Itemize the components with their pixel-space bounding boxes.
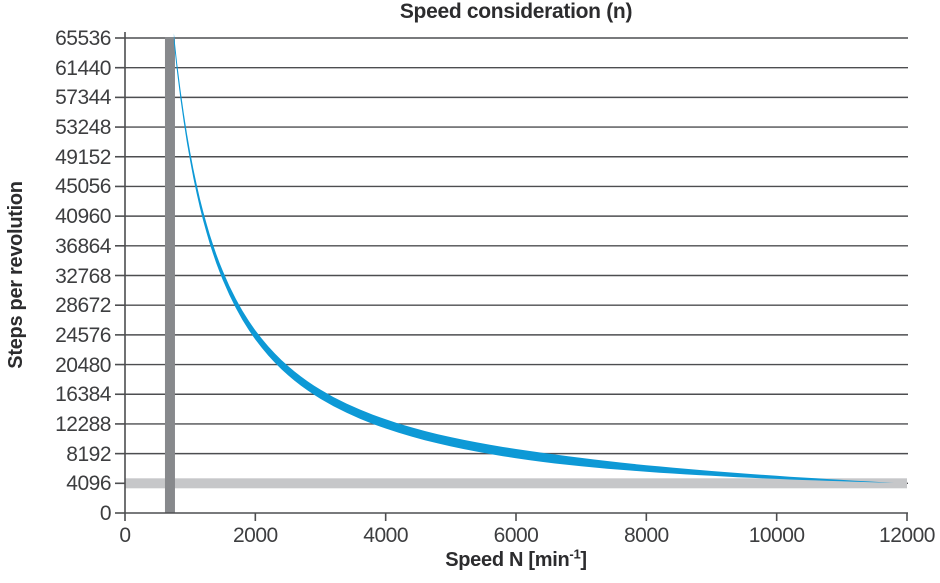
y-tick-label: 24576 [55, 323, 111, 347]
y-tick-label: 65536 [55, 27, 111, 50]
min-resolution-band [125, 478, 907, 489]
x-tick-label: 0 [119, 524, 131, 547]
x-tick-label: 8000 [623, 524, 669, 547]
y-tick-label: 49152 [55, 145, 111, 169]
x-tick-label: 6000 [493, 524, 539, 547]
x-axis-title-text: Speed N [min [445, 549, 570, 571]
y-tick-label: 45056 [55, 175, 111, 199]
x-tick-label: 12000 [879, 524, 935, 547]
y-tick-label: 0 [99, 502, 112, 525]
y-tick-label: 28672 [55, 294, 111, 318]
x-tick-label: 4000 [363, 524, 409, 547]
x-tick-label: 2000 [232, 524, 278, 547]
y-tick-label: 4096 [66, 472, 111, 496]
x-axis-title-bracket: ] [580, 549, 587, 571]
y-tick-label: 12288 [55, 412, 111, 436]
y-tick-label: 40960 [55, 205, 111, 229]
y-tick-label: 8192 [66, 442, 111, 466]
y-tick-label: 61440 [55, 56, 111, 80]
chart-title: Speed consideration (n) [399, 0, 633, 23]
y-tick-label: 16384 [55, 383, 111, 407]
x-axis-title-superscript: -1 [569, 546, 581, 562]
x-tick-label: 10000 [748, 524, 805, 547]
min-speed-marker-bar [164, 37, 175, 513]
y-tick-label: 53248 [55, 116, 111, 140]
y-tick-label: 32768 [55, 264, 111, 288]
y-tick-label: 20480 [55, 353, 111, 377]
y-tick-label: 57344 [55, 86, 111, 110]
steps-per-revolution-curve [173, 33, 894, 483]
x-axis-title: Speed N [min-1] [125, 546, 907, 572]
y-tick-label: 36864 [55, 234, 111, 258]
